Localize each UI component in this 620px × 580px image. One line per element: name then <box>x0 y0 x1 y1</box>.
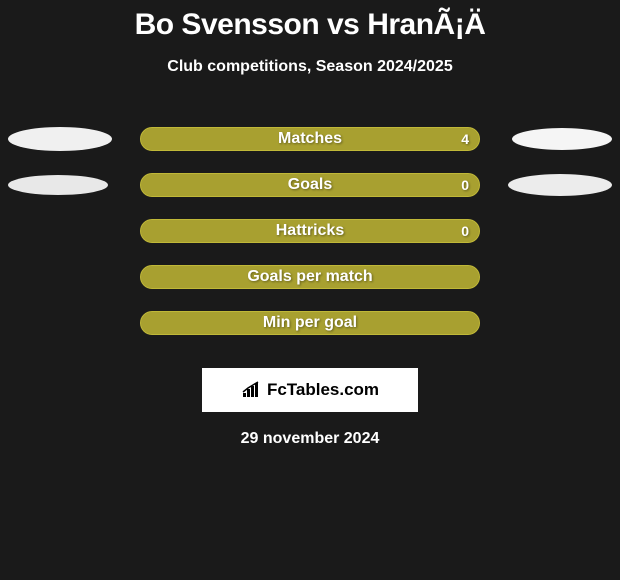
stat-bar-value: 4 <box>461 131 469 147</box>
date-text: 29 november 2024 <box>0 430 620 448</box>
stat-bar-label: Matches <box>278 130 342 148</box>
stat-row: Matches 4 <box>0 116 620 162</box>
stat-bar-track: Min per goal <box>140 311 480 335</box>
page-title: Bo Svensson vs HranÃ¡Ä <box>0 8 620 42</box>
root-container: Bo Svensson vs HranÃ¡Ä Club competitions… <box>0 0 620 448</box>
stat-bar-label: Goals <box>288 176 332 194</box>
stat-bar-track: Hattricks 0 <box>140 219 480 243</box>
stat-bar-track: Goals per match <box>140 265 480 289</box>
decorative-ellipse <box>508 174 612 196</box>
stat-bar-value: 0 <box>461 223 469 239</box>
stat-rows-wrapper: Matches 4 Goals 0 Hattricks 0 Goals per match M… <box>0 116 620 346</box>
page-subtitle: Club competitions, Season 2024/2025 <box>0 58 620 76</box>
decorative-ellipse <box>512 128 612 150</box>
stat-bar-label: Hattricks <box>276 222 344 240</box>
chart-bar-icon <box>241 381 263 399</box>
stat-bar-track: Matches 4 <box>140 127 480 151</box>
stat-row: Hattricks 0 <box>0 208 620 254</box>
stat-row: Min per goal <box>0 300 620 346</box>
stat-bar-track: Goals 0 <box>140 173 480 197</box>
stat-row: Goals 0 <box>0 162 620 208</box>
decorative-ellipse <box>8 175 108 195</box>
brand-text: FcTables.com <box>267 380 379 400</box>
stat-bar-value: 0 <box>461 177 469 193</box>
brand-box: FcTables.com <box>202 368 418 412</box>
stat-bar-label: Goals per match <box>247 268 372 286</box>
stat-row: Goals per match <box>0 254 620 300</box>
stat-bar-label: Min per goal <box>263 314 357 332</box>
decorative-ellipse <box>8 127 112 151</box>
brand-inner: FcTables.com <box>241 380 379 400</box>
